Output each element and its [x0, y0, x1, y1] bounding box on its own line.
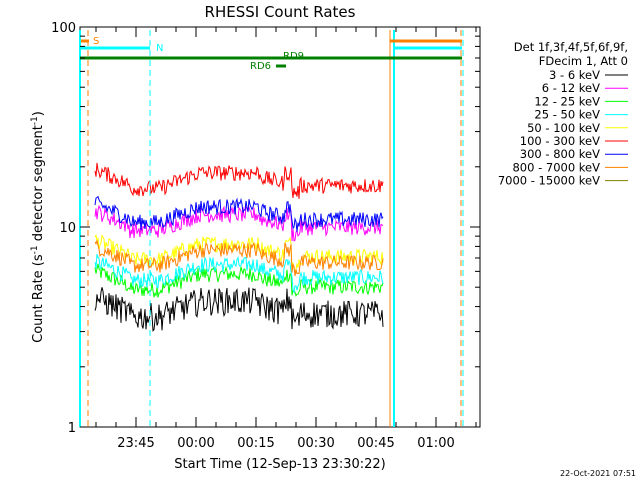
series-line-6 — [94, 195, 384, 232]
legend-label-6: 300 - 800 keV — [520, 147, 600, 161]
y-axis-label-sup-1: -1 — [30, 245, 40, 254]
y-axis-label: Count Rate (s-1 detector segment-1) — [30, 111, 46, 343]
series-line-0 — [94, 287, 384, 332]
series-line-2 — [94, 263, 384, 298]
legend-label-8: 7000 - 15000 keV — [498, 174, 600, 188]
series-line-4 — [94, 233, 384, 272]
series-layer — [94, 162, 384, 332]
legend-label-0: 3 - 6 keV — [549, 68, 600, 82]
rd6-label: RD6 — [250, 61, 271, 72]
chart-title: RHESSI Count Rates — [205, 3, 356, 21]
legend-label-7: 800 - 7000 keV — [512, 160, 600, 174]
x-tick-label: 00:45 — [357, 436, 394, 451]
legend-label-5: 100 - 300 keV — [520, 134, 600, 148]
series-line-3 — [94, 254, 384, 294]
series-line-5 — [94, 162, 384, 199]
legend-label-3: 25 - 50 keV — [534, 108, 600, 122]
x-tick-label: 01:00 — [417, 436, 454, 451]
x-tick-label: 23:45 — [117, 436, 154, 451]
y-tick-label: 100 — [51, 21, 76, 36]
legend: Det 1f,3f,4f,5f,6f,9f, FDecim 1, Att 0 3… — [498, 40, 628, 188]
legend-header-1: Det 1f,3f,4f,5f,6f,9f, — [514, 40, 628, 54]
annotation-layer: S N RD9 RD6 — [79, 30, 464, 427]
y-tick-label: 1 — [68, 421, 76, 436]
legend-header-2: FDecim 1, Att 0 — [539, 54, 628, 68]
y-axis-label-sup-2: -1 — [30, 116, 40, 125]
series-line-7 — [94, 240, 384, 277]
x-tick-label: 00:00 — [177, 436, 214, 451]
axes-layer: 1 10 100 23:45 00:00 00:15 00:30 00:45 01:00 — [51, 21, 480, 451]
legend-label-4: 50 - 100 keV — [527, 121, 600, 135]
x-tick-label: 00:15 — [237, 436, 274, 451]
x-tick-label: 00:30 — [297, 436, 334, 451]
y-axis-label-end: ) — [31, 111, 46, 116]
x-axis-label: Start Time (12-Sep-13 23:30:22) — [174, 457, 385, 472]
series-line-1 — [94, 204, 384, 242]
s-label: S — [93, 36, 99, 47]
y-tick-label: 10 — [59, 221, 76, 236]
legend-label-2: 12 - 25 keV — [534, 94, 600, 108]
n-label: N — [156, 43, 163, 54]
y-axis-label-start: Count Rate (s — [31, 254, 46, 343]
rd9-label: RD9 — [283, 51, 304, 62]
y-axis-label-mid: detector segment — [31, 125, 46, 245]
timestamp: 22-Oct-2021 07:51 — [560, 469, 636, 478]
legend-label-1: 6 - 12 keV — [542, 81, 600, 95]
